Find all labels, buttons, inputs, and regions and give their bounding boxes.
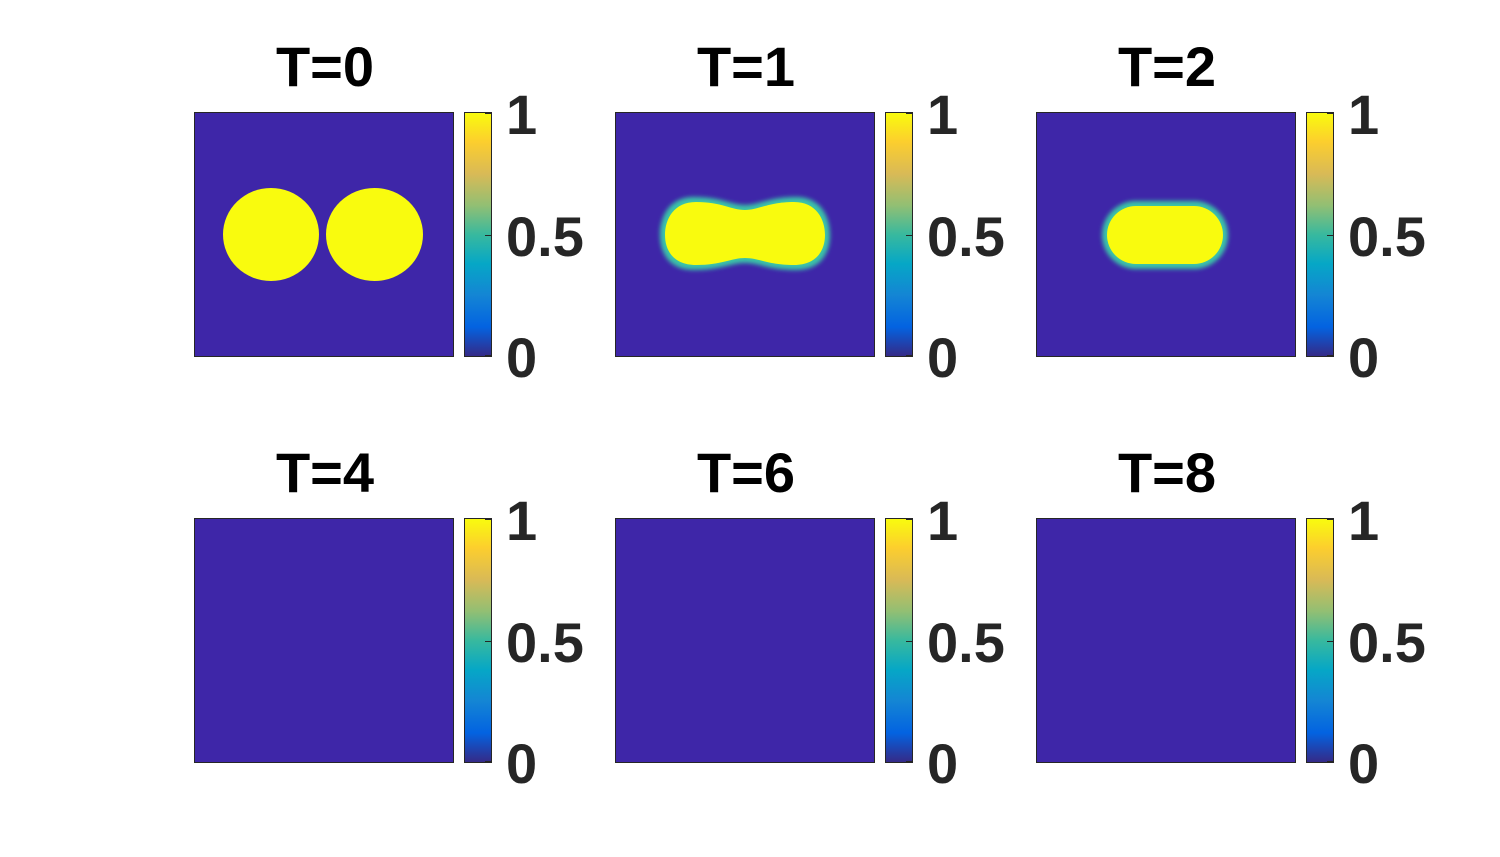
panel-t4: T=4 0 0.5 1 — [195, 441, 635, 792]
colorbar-tick-mark — [485, 113, 491, 114]
heatmap — [1037, 113, 1295, 356]
disk-left — [223, 188, 319, 281]
colorbar-tick-mark — [906, 640, 912, 642]
panel-title: T=1 — [696, 35, 796, 98]
colorbar-tick-label: 0 — [1348, 326, 1380, 389]
panel-t1: T=1 0 0.5 1 — [616, 35, 1056, 386]
colorbar-tick-mark — [906, 234, 912, 236]
colorbar-tick-mark — [485, 640, 491, 642]
colorbar-tick-mark — [906, 113, 912, 114]
colorbar-tick-label: 0.5 — [927, 204, 1005, 268]
colorbar-tick-label: 1 — [927, 83, 959, 146]
colorbar-tick-label: 0.5 — [1348, 610, 1426, 674]
colorbar-tick-mark — [906, 761, 912, 762]
colorbar-tick-label: 0 — [1348, 732, 1380, 795]
colorbar-tick-label: 1 — [506, 83, 538, 146]
heatmap — [195, 113, 453, 356]
colorbar-tick-label: 0 — [506, 326, 538, 389]
colorbar-tick-label: 0.5 — [506, 610, 584, 674]
colorbar-tick-mark — [1327, 113, 1333, 114]
panel-t8: T=8 0 0.5 1 — [1037, 441, 1477, 792]
colorbar-tick-label: 0 — [927, 326, 959, 389]
panel-title: T=2 — [1117, 35, 1217, 98]
merged-blob — [660, 197, 830, 270]
colorbar-tick-label: 1 — [506, 489, 538, 552]
heatmap — [616, 113, 874, 356]
colorbar-tick-mark — [906, 355, 912, 356]
colorbar-tick-mark — [485, 519, 491, 520]
colorbar-tick-mark — [485, 355, 491, 356]
colorbar-tick-label: 0 — [506, 732, 538, 795]
colorbar-tick-mark — [906, 519, 912, 520]
colorbar-tick-label: 0.5 — [927, 610, 1005, 674]
colorbar-tick-mark — [485, 234, 491, 236]
colorbar-tick-label: 0 — [927, 732, 959, 795]
colorbar-tick-mark — [485, 761, 491, 762]
colorbar-tick-label: 1 — [1348, 83, 1380, 146]
colorbar-tick-mark — [1327, 640, 1333, 642]
heatmap — [1037, 519, 1295, 762]
heatmap — [195, 519, 453, 762]
panel-t6: T=6 0 0.5 1 — [616, 441, 1056, 792]
disk-right — [326, 188, 423, 281]
panel-title: T=6 — [696, 441, 796, 504]
colorbar-tick-label: 0.5 — [1348, 204, 1426, 268]
colorbar-tick-mark — [1327, 519, 1333, 520]
panel-title: T=0 — [275, 35, 375, 98]
colorbar-tick-label: 0.5 — [506, 204, 584, 268]
colorbar-tick-mark — [1327, 234, 1333, 236]
panel-title: T=8 — [1117, 441, 1217, 504]
panel-title: T=4 — [275, 441, 375, 504]
panel-t2: T=2 0 0.5 1 — [1037, 35, 1477, 386]
ellipse-blob — [1102, 201, 1228, 269]
heatmap — [616, 519, 874, 762]
colorbar-tick-mark — [1327, 761, 1333, 762]
colorbar-tick-label: 1 — [927, 489, 959, 552]
colorbar-tick-label: 1 — [1348, 489, 1380, 552]
colorbar-tick-mark — [1327, 355, 1333, 356]
panel-t0: T=0 0 0.5 1 — [195, 35, 635, 386]
